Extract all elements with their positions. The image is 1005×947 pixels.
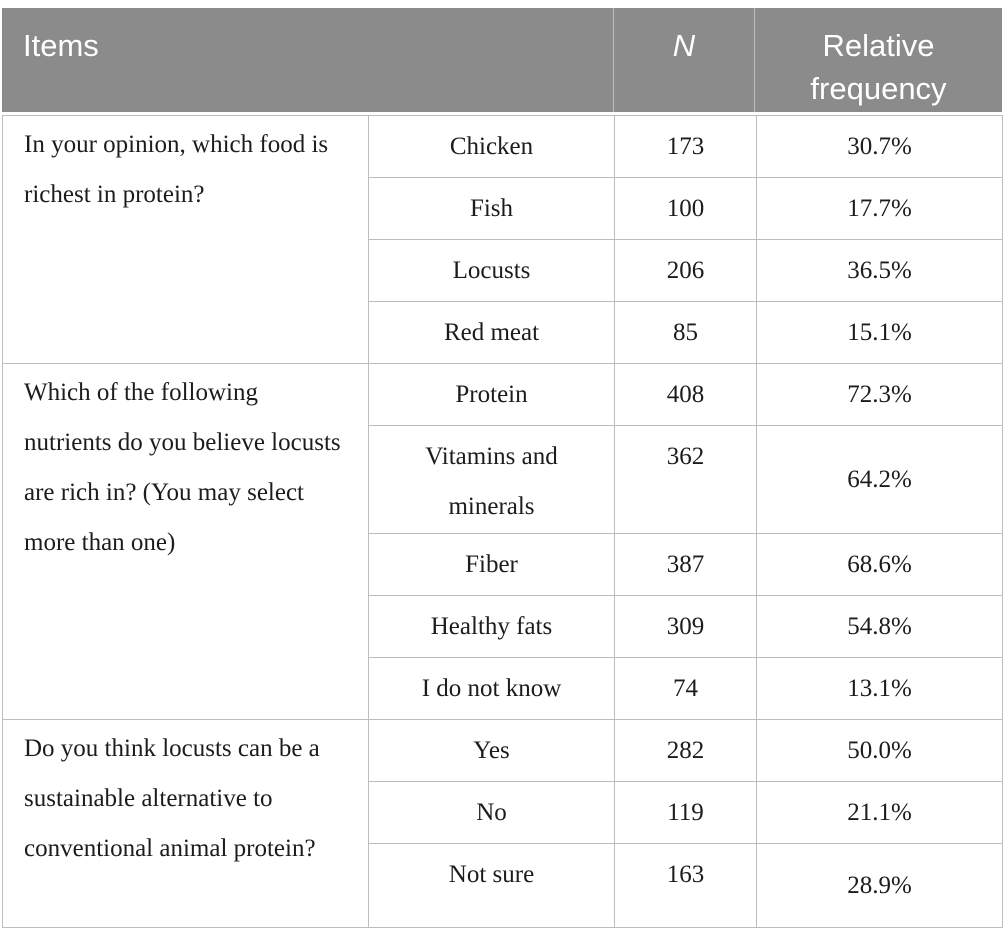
survey-table-rows: In your opinion, which food is richest i… (2, 115, 1003, 928)
relative-frequency-cell: 13.1% (756, 657, 1003, 720)
relative-frequency-cell: 21.1% (756, 781, 1003, 844)
relative-frequency-cell: 30.7% (756, 115, 1003, 178)
relative-frequency-cell: 54.8% (756, 595, 1003, 658)
table-row: No 119 21.1% (3, 781, 1003, 844)
option-cell: Locusts (368, 239, 615, 302)
survey-table-body: In your opinion, which food is richest i… (2, 115, 1003, 928)
option-cell: Yes (368, 719, 615, 782)
question-cell: Which of the following nutrients do you … (2, 363, 369, 720)
n-count-cell: 206 (614, 239, 757, 302)
relative-frequency-cell: 72.3% (756, 363, 1003, 426)
n-count-cell: 100 (614, 177, 757, 240)
option-cell: Fish (368, 177, 615, 240)
n-count-cell: 362 (614, 425, 757, 534)
relative-frequency-cell: 15.1% (756, 301, 1003, 364)
relative-frequency-cell: 68.6% (756, 533, 1003, 596)
n-count-cell: 163 (614, 843, 757, 928)
n-count-cell: 408 (614, 363, 757, 426)
header-n: N (613, 8, 754, 112)
table-row: Not sure 163 28.9% (3, 843, 1003, 928)
question-cell: Do you think locusts can be a sustainabl… (2, 719, 369, 928)
option-cell: Healthy fats (368, 595, 615, 658)
question-cell: In your opinion, which food is richest i… (2, 115, 369, 364)
table-row: Fiber 387 68.6% (3, 533, 1003, 596)
header-items: Items (23, 28, 99, 63)
n-count-cell: 85 (614, 301, 757, 364)
survey-table: Items N Relative frequency In your opini… (2, 8, 1003, 928)
n-count-cell: 173 (614, 115, 757, 178)
relative-frequency-cell: 17.7% (756, 177, 1003, 240)
table-row: Vitamins and minerals 362 64.2% (3, 425, 1003, 534)
n-count-cell: 387 (614, 533, 757, 596)
table-row: In your opinion, which food is richest i… (2, 115, 1003, 364)
relative-frequency-cell: 50.0% (756, 719, 1003, 782)
table-row: Do you think locusts can be a sustainabl… (2, 719, 1003, 928)
header-relative-frequency: Relative frequency (754, 8, 1002, 112)
relative-frequency-cell: 28.9% (756, 843, 1003, 928)
n-count-cell: 282 (614, 719, 757, 782)
option-cell: No (368, 781, 615, 844)
table-row: Healthy fats 309 54.8% (3, 595, 1003, 658)
option-cell: Protein (368, 363, 615, 426)
table-row: Fish 100 17.7% (3, 177, 1003, 240)
n-count-cell: 74 (614, 657, 757, 720)
option-cell: Fiber (368, 533, 615, 596)
n-count-cell: 119 (614, 781, 757, 844)
option-cell: I do not know (368, 657, 615, 720)
table-row: Which of the following nutrients do you … (2, 363, 1003, 720)
option-cell: Vitamins and minerals (368, 425, 615, 534)
relative-frequency-cell: 64.2% (756, 425, 1003, 534)
option-cell: Chicken (368, 115, 615, 178)
table-row: I do not know 74 13.1% (3, 657, 1003, 720)
n-count-cell: 309 (614, 595, 757, 658)
relative-frequency-cell: 36.5% (756, 239, 1003, 302)
table-header-row: Items N Relative frequency (2, 8, 1002, 112)
option-cell: Not sure (368, 843, 615, 928)
option-cell: Red meat (368, 301, 615, 364)
